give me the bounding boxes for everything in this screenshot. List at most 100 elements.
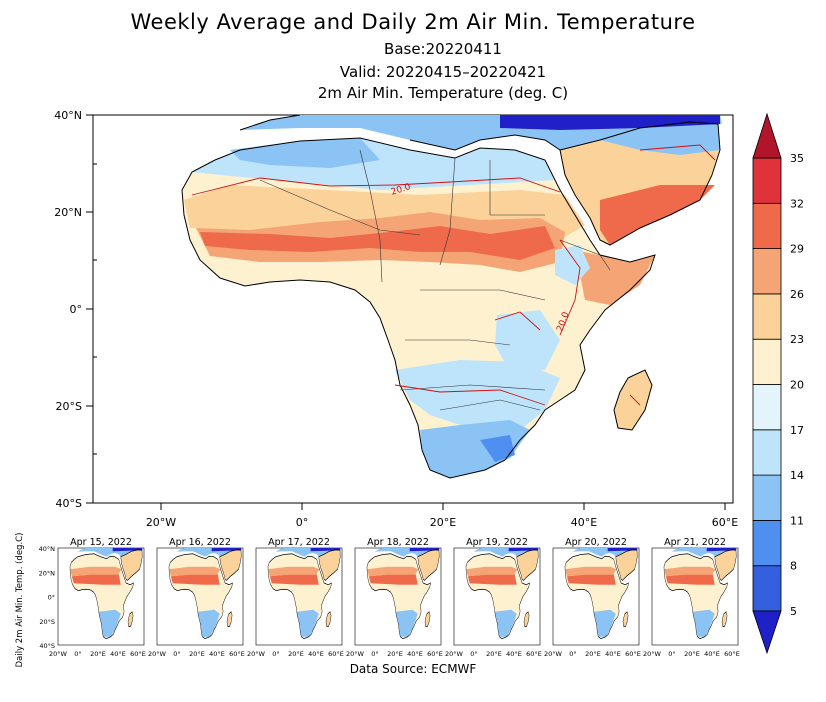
colorbar-label: 20 xyxy=(790,379,804,392)
daily-lon-tick: 40°E xyxy=(506,650,522,658)
data-source: Data Source: ECMWF xyxy=(349,662,477,676)
daily-lon-tick: 60°E xyxy=(328,650,344,658)
valid-range: Valid: 20220415–20220421 xyxy=(339,63,547,81)
daily-panel-date: Apr 20, 2022 xyxy=(565,537,627,548)
colorbar-segment xyxy=(752,248,782,295)
daily-lon-tick: 0° xyxy=(569,650,576,658)
temperature-field xyxy=(184,115,720,478)
daily-lon-tick: 0° xyxy=(74,650,81,658)
colorbar-segment xyxy=(752,157,782,204)
daily-lon-tick: 40°E xyxy=(407,650,423,658)
daily-panel: Apr 21, 2022 20°W 0° 20°E 40°E 60°E xyxy=(643,537,740,658)
variable-label: 2m Air Min. Temperature (deg. C) xyxy=(317,84,569,102)
colorbar-label: 26 xyxy=(790,288,804,301)
daily-ylabel: Daily 2m Air Min. Temp. (deg.C) xyxy=(15,533,25,668)
colorbar-segment xyxy=(752,429,782,476)
daily-lon-tick: 20°W xyxy=(544,650,563,658)
lon-tick-20w: 20°W xyxy=(146,516,176,529)
daily-panel-date: Apr 21, 2022 xyxy=(664,537,726,548)
daily-panel: Apr 18, 2022 20°W 0° 20°E 40°E 60°E xyxy=(346,537,443,658)
daily-lon-tick: 20°W xyxy=(247,650,266,658)
daily-lon-tick: 40°E xyxy=(605,650,621,658)
daily-panel: Apr 17, 2022 20°W 0° 20°E 40°E 60°E xyxy=(247,537,344,658)
colorbar-segment xyxy=(752,202,782,250)
daily-lon-tick: 20°W xyxy=(148,650,167,658)
daily-lat-tick: 0° xyxy=(48,594,55,602)
daily-lon-tick: 60°E xyxy=(130,650,146,658)
colorbar-label: 11 xyxy=(790,514,804,527)
colorbar-segment xyxy=(752,565,782,612)
daily-lon-tick: 20°W xyxy=(445,650,464,658)
lat-tick-20n: 20°N xyxy=(54,206,82,219)
daily-panel-date: Apr 19, 2022 xyxy=(466,537,528,548)
daily-lon-tick: 0° xyxy=(173,650,180,658)
colorbar-segment xyxy=(752,338,782,385)
daily-lon-tick: 40°E xyxy=(110,650,126,658)
daily-lon-tick: 60°E xyxy=(625,650,641,658)
lon-tick-20e: 20°E xyxy=(430,516,456,529)
colorbar-label: 14 xyxy=(790,469,804,482)
color-bar: 5 8 11 14 17 20 23 26 29 32 35 xyxy=(752,112,804,655)
daily-panel-date: Apr 18, 2022 xyxy=(367,537,429,548)
colorbar-max-arrow xyxy=(752,112,782,159)
coastlines xyxy=(181,115,721,479)
colorbar-label: 29 xyxy=(790,243,804,256)
lat-axis: 40°N 20°N 0° 20°S 40°S xyxy=(54,109,97,510)
daily-lon-tick: 20°E xyxy=(288,650,304,658)
daily-lat-tick: 40°S xyxy=(39,642,55,650)
daily-lon-tick: 60°E xyxy=(229,650,245,658)
lon-tick-60e: 60°E xyxy=(712,516,738,529)
lon-tick-0: 0° xyxy=(296,516,309,529)
lat-tick-40n: 40°N xyxy=(54,109,82,122)
lon-tick-40e: 40°E xyxy=(571,516,597,529)
daily-lat-tick: 20°S xyxy=(39,618,55,626)
daily-panel: Apr 15, 2022 20°W 0° 20°E 40°E 60°E xyxy=(49,537,146,658)
daily-panel-date: Apr 17, 2022 xyxy=(268,537,330,548)
base-date: Base:20220411 xyxy=(384,40,502,58)
colorbar-label: 23 xyxy=(790,333,804,346)
contour-20 xyxy=(191,144,716,406)
main-map: 20.0 20.0 40°N 20°N 0° 20°S 40°S 20°W 0°… xyxy=(54,109,738,529)
daily-lon-tick: 20°E xyxy=(585,650,601,658)
daily-panel: Apr 19, 2022 20°W 0° 20°E 40°E 60°E xyxy=(445,537,542,658)
daily-lon-tick: 0° xyxy=(371,650,378,658)
daily-lon-tick: 20°W xyxy=(346,650,365,658)
daily-panel: Apr 20, 2022 20°W 0° 20°E 40°E 60°E xyxy=(544,537,641,658)
daily-lon-tick: 20°E xyxy=(90,650,106,658)
colorbar-label: 5 xyxy=(790,605,797,618)
daily-lon-tick: 20°W xyxy=(49,650,68,658)
colorbar-segment xyxy=(752,520,782,567)
daily-panel: Apr 16, 2022 20°W 0° 20°E 40°E 60°E xyxy=(148,537,245,658)
colorbar-label: 17 xyxy=(790,424,804,437)
daily-panel-date: Apr 16, 2022 xyxy=(169,537,231,548)
daily-lon-tick: 0° xyxy=(470,650,477,658)
daily-lat-tick: 40°N xyxy=(39,545,56,553)
daily-lon-tick: 60°E xyxy=(427,650,443,658)
map-title: Weekly Average and Daily 2m Air Min. Tem… xyxy=(130,10,696,34)
daily-lon-tick: 20°E xyxy=(387,650,403,658)
colorbar-label: 8 xyxy=(790,560,797,573)
lat-tick-20s: 20°S xyxy=(56,400,82,413)
colorbar-label: 35 xyxy=(790,152,804,165)
daily-lon-tick: 40°E xyxy=(209,650,225,658)
daily-lon-tick: 20°E xyxy=(486,650,502,658)
lon-axis: 20°W 0° 20°E 40°E 60°E xyxy=(146,503,738,529)
daily-lon-tick: 60°E xyxy=(724,650,740,658)
daily-lon-tick: 40°E xyxy=(308,650,324,658)
daily-panel-date: Apr 15, 2022 xyxy=(70,537,132,548)
colorbar-segment xyxy=(752,474,782,521)
daily-lon-tick: 0° xyxy=(668,650,675,658)
daily-lon-tick: 20°W xyxy=(643,650,662,658)
lat-tick-0: 0° xyxy=(70,303,83,316)
colorbar-segment xyxy=(752,293,782,340)
daily-lon-tick: 60°E xyxy=(526,650,542,658)
colorbar-segment xyxy=(752,384,782,431)
daily-lon-tick: 0° xyxy=(272,650,279,658)
colorbar-label: 32 xyxy=(790,197,804,210)
daily-lat-tick: 20°N xyxy=(39,569,56,577)
colorbar-min-arrow xyxy=(752,610,782,655)
daily-lon-tick: 20°E xyxy=(189,650,205,658)
lat-tick-40s: 40°S xyxy=(56,497,82,510)
